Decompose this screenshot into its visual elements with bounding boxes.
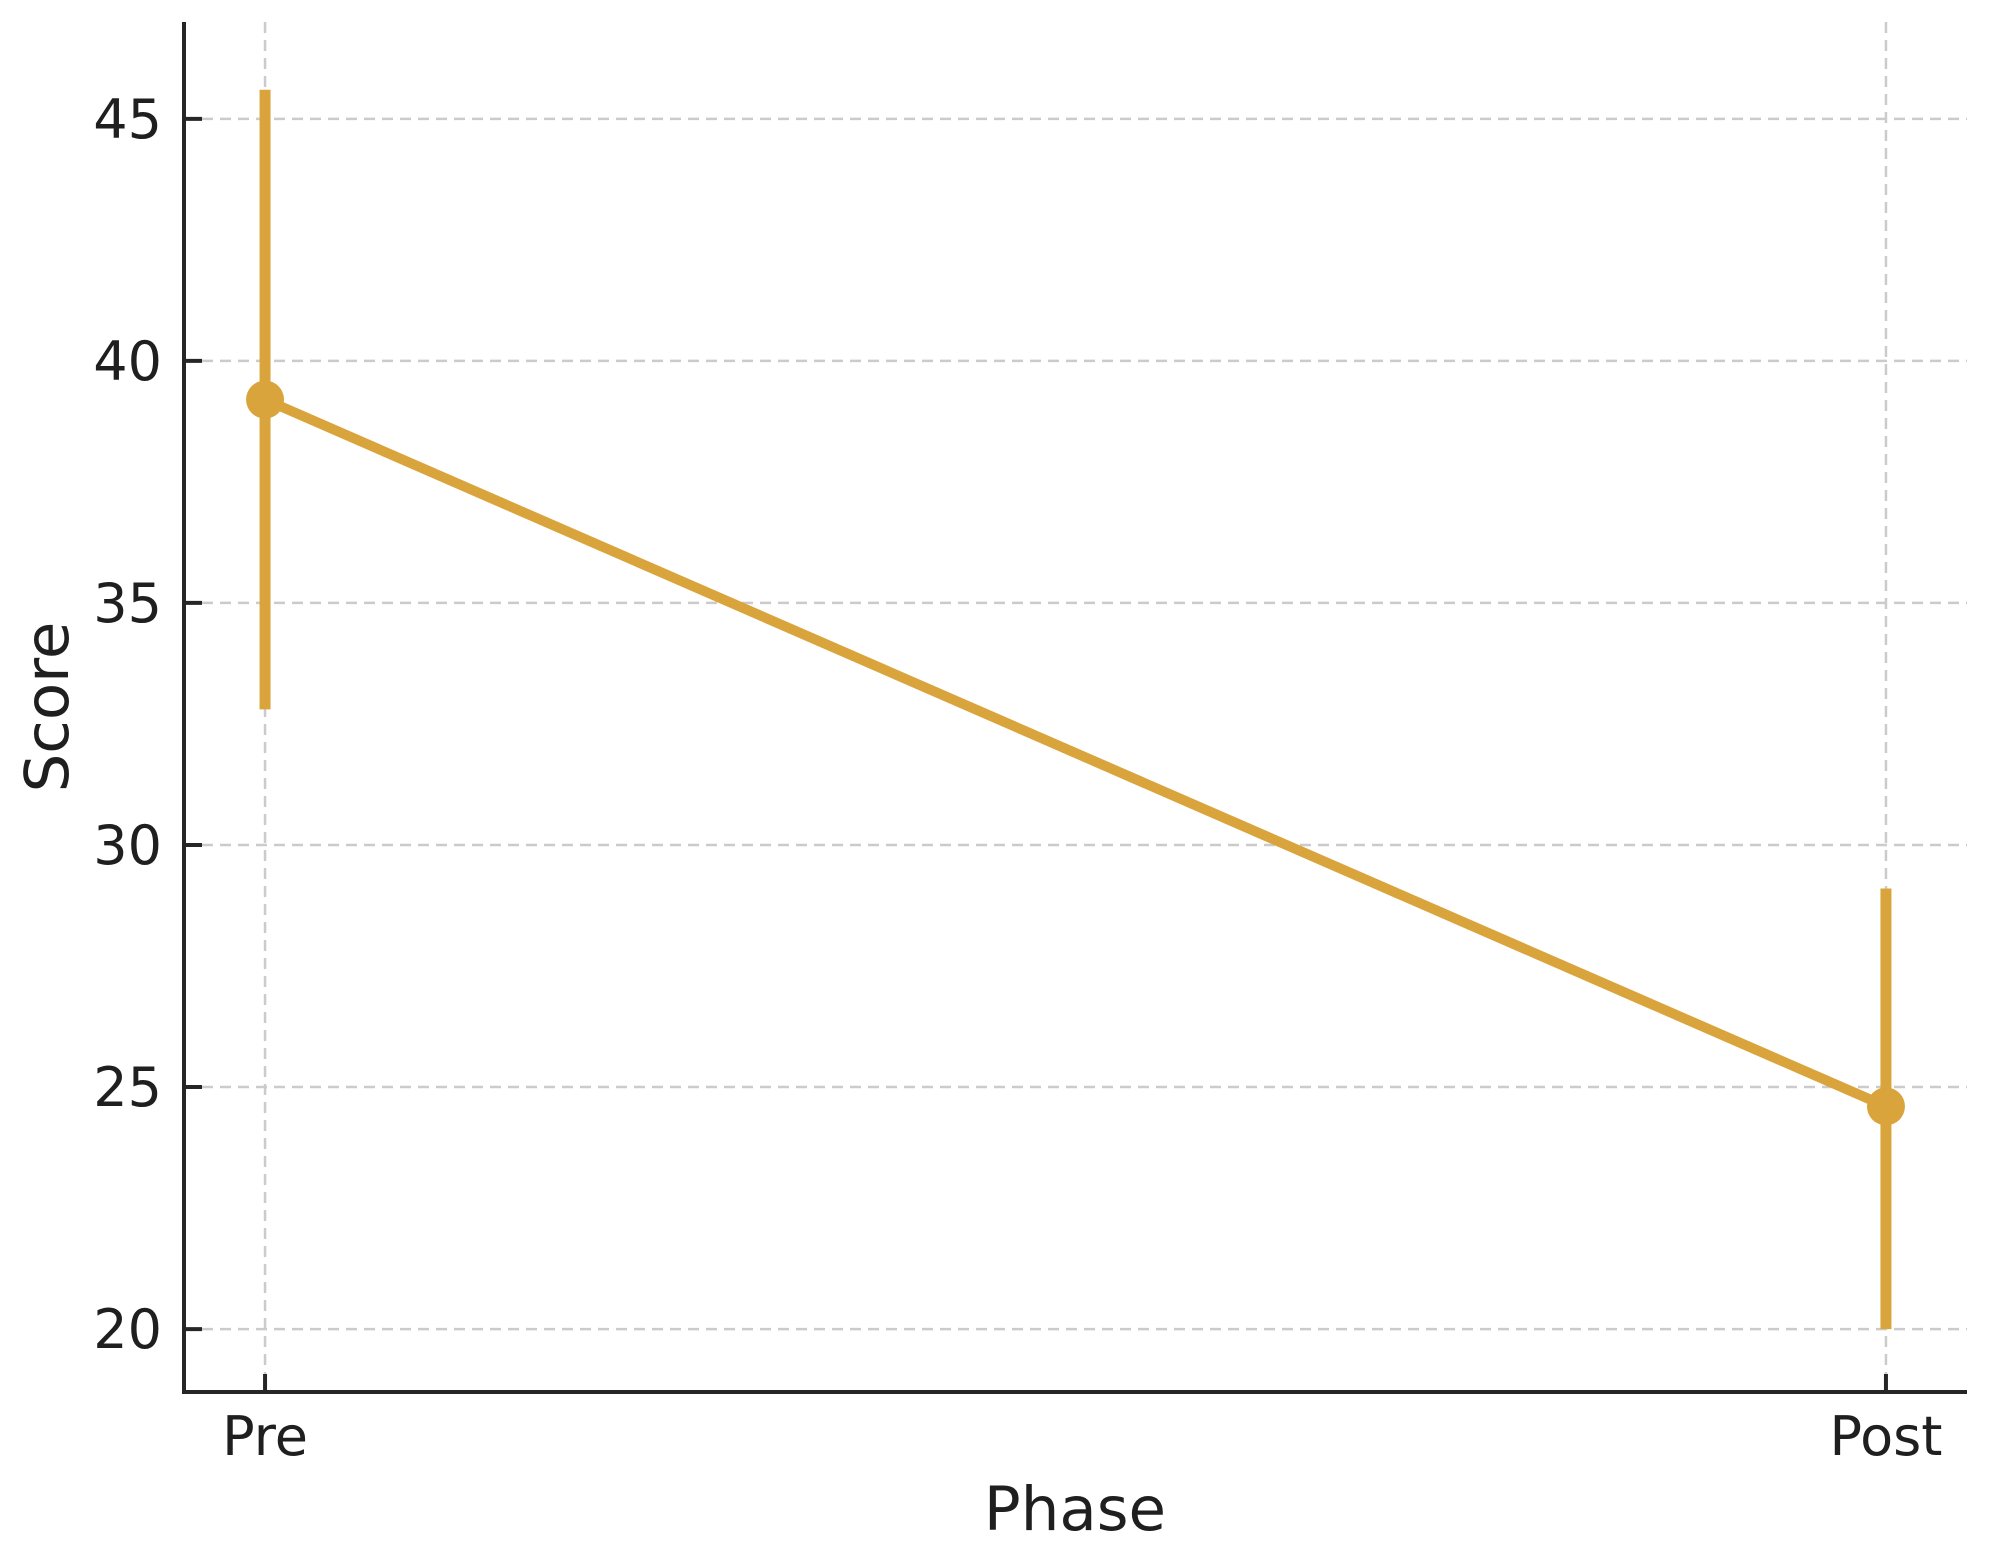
y-tick-label: 25 bbox=[93, 1056, 162, 1119]
axes-layer: 20 25 30 35 40 45 Pre Post bbox=[93, 22, 1967, 1468]
data-point-post bbox=[1866, 1087, 1905, 1126]
series-line bbox=[263, 395, 1888, 1111]
data-point-pre bbox=[246, 380, 285, 419]
x-axis-label: Phase bbox=[984, 1474, 1166, 1542]
y-tick-label: 40 bbox=[93, 330, 162, 393]
y-tick-label: 20 bbox=[93, 1298, 162, 1361]
data-layer bbox=[246, 89, 1905, 1330]
x-tick-label: Pre bbox=[222, 1405, 308, 1468]
x-tick-label: Post bbox=[1829, 1405, 1942, 1468]
y-axis-label: Score bbox=[12, 622, 83, 793]
y-tick-label: 30 bbox=[93, 814, 162, 877]
y-tick-label: 35 bbox=[93, 572, 162, 635]
y-tick-label: 45 bbox=[93, 88, 162, 151]
grid-layer bbox=[184, 22, 1967, 1392]
